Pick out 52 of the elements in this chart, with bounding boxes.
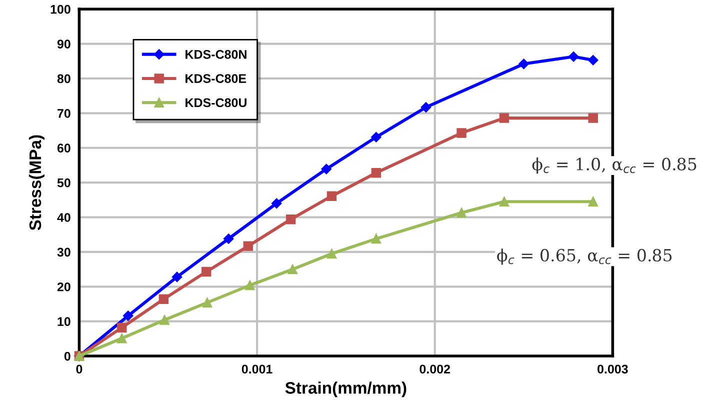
point	[371, 168, 382, 178]
y-tick-label: 70	[58, 108, 70, 118]
y-tick-label: 80	[57, 74, 70, 84]
x-axis-title: Strain(mm/mm)	[285, 382, 406, 398]
point	[371, 132, 382, 142]
point	[123, 310, 134, 321]
point	[271, 198, 282, 209]
annotation: ϕ$_{c}$ = 0.65, α$_{cc}$ = 0.85	[497, 248, 672, 265]
y-tick-label: 20	[57, 282, 70, 292]
point	[243, 241, 254, 251]
y-axis-title: Stress(MPa)	[28, 135, 44, 230]
legend-label: KDS-C80N	[186, 50, 246, 59]
x-tick-label: 0.002	[420, 364, 450, 374]
legend-label: KDS-C80E	[186, 74, 246, 83]
x-tick-label: 0.001	[242, 364, 272, 374]
point	[201, 266, 212, 277]
point	[321, 164, 332, 174]
point	[588, 54, 598, 66]
x-tick-label: 0	[76, 364, 82, 374]
point	[588, 113, 598, 123]
point	[172, 272, 182, 282]
point	[117, 333, 127, 344]
y-tick-label: 100	[50, 4, 70, 14]
point	[371, 234, 382, 244]
point	[160, 315, 170, 325]
point	[499, 196, 510, 207]
point	[456, 128, 466, 138]
point	[518, 58, 529, 70]
point	[326, 191, 337, 201]
point	[117, 322, 127, 332]
y-tick-label: 90	[57, 40, 70, 48]
point	[202, 298, 212, 308]
y-tick-label: 30	[57, 248, 70, 257]
point	[223, 234, 234, 244]
point	[499, 113, 510, 123]
x-tick-label: 0.003	[598, 364, 628, 374]
annotation: ϕ$_{c}$ = 1.0, α$_{cc}$ = 0.85	[532, 158, 696, 174]
point	[326, 248, 337, 259]
point	[286, 214, 296, 224]
point	[568, 52, 579, 62]
legend-label: KDS-C80U	[186, 98, 246, 108]
point	[420, 102, 432, 112]
y-tick-label: 50	[57, 178, 70, 188]
y-tick-label: 40	[57, 213, 70, 222]
y-tick-label: 0	[64, 352, 70, 361]
point	[158, 294, 169, 304]
y-tick-label: 10	[58, 317, 70, 326]
point	[588, 196, 598, 207]
point	[456, 208, 466, 218]
point	[288, 264, 298, 274]
point	[245, 280, 255, 290]
y-tick-label: 60	[57, 144, 70, 153]
